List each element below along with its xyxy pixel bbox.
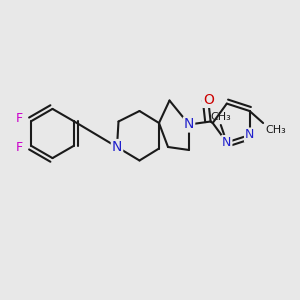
- Text: CH₃: CH₃: [210, 112, 231, 122]
- Text: N: N: [222, 136, 232, 149]
- Text: N: N: [245, 128, 254, 142]
- Text: F: F: [16, 141, 23, 154]
- Text: O: O: [203, 93, 214, 107]
- Text: N: N: [112, 140, 122, 154]
- Text: CH₃: CH₃: [266, 125, 286, 135]
- Text: F: F: [16, 112, 23, 125]
- Text: N: N: [184, 118, 194, 131]
